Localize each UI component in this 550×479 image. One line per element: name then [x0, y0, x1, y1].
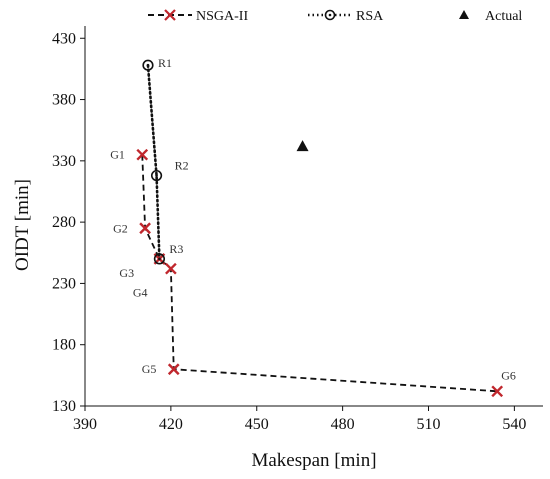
point-label-g5: G5 [142, 362, 157, 376]
point-marker-actual [296, 140, 309, 152]
point-marker-g1 [136, 148, 149, 161]
x-axis-title: Makespan [min] [251, 450, 376, 471]
x-tick-label: 480 [331, 416, 355, 433]
point-marker-r2 [150, 169, 163, 182]
point-labels: G1 G2 G3 G4 G5 G6 R1 R2 R3 [110, 56, 516, 382]
legend-item-actual: Actual [459, 9, 522, 24]
series-line-rsa [146, 63, 161, 261]
legend-actual-label: Actual [485, 9, 522, 24]
legend-nsga-marker [164, 9, 176, 21]
y-tick-label: 380 [52, 92, 76, 109]
point-label-r3: R3 [169, 242, 183, 256]
point-marker-g4 [165, 262, 177, 275]
legend-item-rsa: RSA [308, 9, 384, 24]
x-tick-label: 390 [73, 416, 97, 433]
x-tick-label: 450 [245, 416, 269, 433]
point-marker-g2 [139, 222, 151, 235]
point-marker-center [155, 174, 158, 177]
series-lines [141, 63, 498, 393]
point-marker-center [158, 257, 161, 261]
point-marker-g6 [491, 385, 504, 398]
y-tick-label: 330 [52, 153, 76, 170]
y-tick-label: 230 [52, 275, 76, 292]
point-label-g2: G2 [113, 221, 128, 235]
point-label-g4: G4 [133, 286, 148, 300]
point-marker-center [146, 63, 150, 67]
point-marker-r3 [153, 253, 166, 265]
x-ticks: 390 420 450 480 510 540 [73, 406, 526, 433]
y-tick-label: 430 [52, 30, 76, 47]
x-tick-label: 510 [417, 416, 441, 433]
series-markers [136, 59, 504, 398]
y-axis-title: OIDT [min] [12, 179, 33, 271]
point-label-g3: G3 [119, 266, 134, 280]
x-tick-label: 540 [502, 416, 526, 433]
legend-item-nsga: NSGA-II [148, 9, 248, 24]
legend: NSGA-II RSA Actual [148, 9, 522, 24]
legend-nsga-label: NSGA-II [196, 9, 248, 24]
legend-actual-marker [459, 10, 469, 19]
y-tick-label: 130 [52, 398, 76, 415]
point-label-g1: G1 [110, 148, 125, 162]
y-ticks: 130 180 230 280 330 380 430 [52, 30, 85, 415]
point-marker-r1 [142, 59, 154, 71]
series-line-nsga-ii [141, 154, 498, 393]
x-tick-label: 420 [159, 416, 183, 433]
y-tick-label: 180 [52, 337, 76, 354]
legend-rsa-label: RSA [356, 9, 384, 24]
point-label-g6: G6 [501, 368, 516, 382]
point-marker-g5 [167, 363, 180, 376]
y-tick-label: 280 [52, 214, 76, 231]
point-label-r1: R1 [158, 56, 172, 70]
point-label-r2: R2 [175, 159, 189, 173]
